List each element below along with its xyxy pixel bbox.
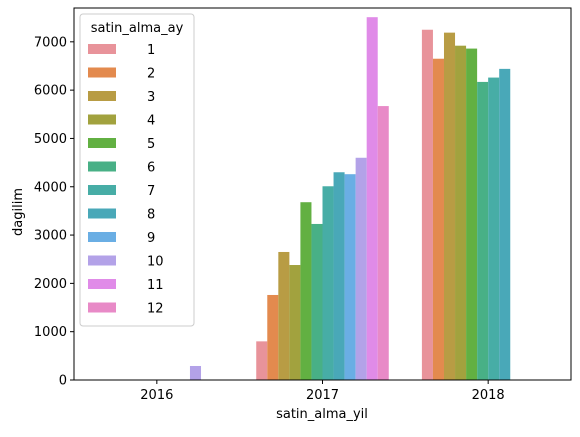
legend-swatch [88, 114, 116, 125]
y-tick-label: 2000 [34, 277, 67, 292]
legend-label: 10 [147, 255, 164, 270]
legend-swatch [88, 208, 116, 219]
y-tick-label: 7000 [34, 35, 67, 50]
legend-label: 11 [147, 278, 164, 293]
bar [333, 172, 345, 380]
bar [267, 294, 279, 380]
x-tick-label: 2018 [472, 388, 505, 403]
legend-label: 9 [147, 231, 155, 246]
bar [322, 186, 334, 380]
legend-swatch [88, 185, 116, 195]
bar [300, 202, 312, 380]
legend-swatch [88, 67, 116, 78]
legend-swatch [88, 255, 116, 266]
bar [366, 17, 378, 380]
bar [289, 265, 301, 380]
y-tick-label: 0 [59, 374, 67, 389]
y-tick-label: 4000 [34, 180, 67, 195]
legend-swatch [88, 91, 116, 101]
legend-swatch [88, 232, 116, 242]
legend-swatch [88, 279, 116, 289]
x-tick-label: 2016 [140, 388, 173, 403]
bar [443, 32, 456, 380]
bar [311, 223, 323, 380]
legend-label: 4 [147, 114, 155, 129]
bar [488, 77, 500, 380]
legend-title: satin_alma_ay [91, 21, 184, 36]
legend-label: 8 [147, 208, 155, 223]
bar [477, 81, 489, 381]
bar [499, 68, 511, 380]
legend-label: 7 [147, 184, 155, 199]
x-axis-label: satin_alma_yil [276, 407, 368, 422]
y-tick-label: 5000 [34, 132, 67, 147]
y-tick-label: 6000 [34, 84, 67, 99]
plot-area: 0 1000 2000 3000 4000 5000 6000 7000 2016 2017 201… [34, 7, 572, 403]
y-axis-label: dagilim [11, 188, 26, 236]
y-tick-label: 1000 [34, 325, 67, 340]
legend-swatch [88, 138, 116, 148]
legend-label: 12 [147, 302, 164, 317]
bar [432, 58, 444, 381]
y-tick-label: 3000 [34, 229, 67, 244]
bar [189, 365, 202, 380]
legend-label: 3 [147, 90, 155, 105]
legend-swatch [88, 44, 116, 54]
legend-label: 2 [147, 67, 155, 82]
legend-swatch [88, 302, 116, 313]
bar [455, 45, 467, 381]
bar [355, 157, 367, 380]
bar [377, 106, 389, 380]
legend-label: 6 [147, 161, 155, 176]
axes-frame [73, 7, 572, 381]
legend-label: 5 [147, 137, 155, 152]
legend-label: 1 [147, 43, 155, 58]
legend-swatch [88, 161, 116, 172]
bar [344, 174, 356, 380]
bar [278, 251, 290, 380]
bar [466, 48, 478, 380]
bar [256, 341, 268, 380]
x-tick-label: 2017 [306, 388, 339, 403]
bar [421, 29, 433, 380]
